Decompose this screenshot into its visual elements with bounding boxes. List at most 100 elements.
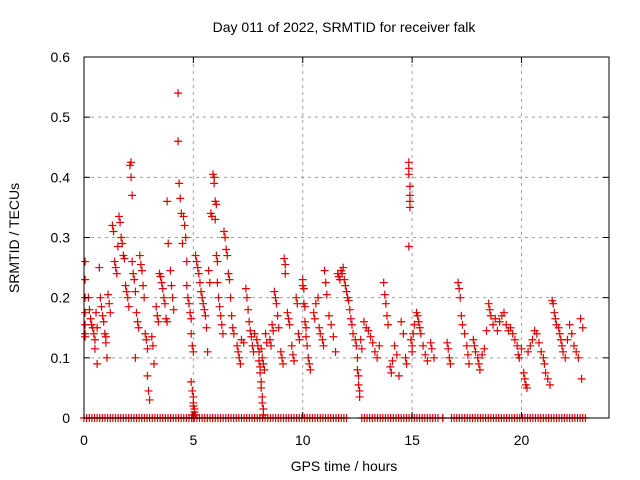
- data-point: [421, 350, 430, 359]
- data-point: [267, 341, 276, 350]
- data-point: [360, 317, 368, 326]
- data-point: [489, 320, 498, 329]
- data-point: [145, 395, 154, 404]
- x-tick-label: 20: [514, 432, 530, 448]
- data-point: [526, 341, 535, 350]
- x-tick-label: 10: [295, 432, 311, 448]
- data-point: [270, 287, 279, 296]
- data-point: [113, 242, 122, 251]
- data-point: [300, 302, 309, 311]
- data-point: [349, 329, 358, 338]
- data-point: [183, 293, 192, 302]
- data-point: [203, 347, 212, 356]
- data-point: [181, 233, 190, 242]
- data-point: [134, 323, 143, 332]
- data-point: [502, 320, 511, 329]
- data-point: [462, 341, 471, 350]
- data-point: [280, 254, 289, 263]
- data-point: [147, 332, 156, 341]
- data-point: [160, 299, 169, 308]
- data-point: [485, 305, 494, 314]
- data-point: [176, 194, 185, 203]
- data-point: [368, 338, 377, 347]
- data-point: [413, 311, 422, 320]
- data-point: [112, 269, 121, 278]
- data-point: [370, 347, 379, 356]
- data-point: [111, 263, 120, 272]
- data-point: [341, 281, 350, 290]
- data-point: [191, 251, 200, 260]
- data-point: [81, 332, 90, 341]
- data-point: [395, 371, 403, 380]
- data-point: [528, 335, 537, 344]
- y-tick-label: 0.4: [51, 169, 71, 185]
- data-point: [187, 377, 196, 386]
- data-point: [226, 293, 235, 302]
- data-point: [288, 350, 297, 359]
- data-point: [382, 311, 391, 320]
- data-point: [258, 353, 267, 362]
- data-point: [338, 269, 347, 278]
- data-point: [279, 359, 288, 368]
- data-point: [120, 254, 129, 263]
- axis-ticks: 0 0.1 0.2 0.3 0.4 0.5 0.6 0 5 10 15 20: [51, 49, 609, 448]
- data-point: [495, 317, 504, 326]
- data-point: [201, 311, 210, 320]
- data-point: [132, 308, 141, 317]
- data-point: [168, 293, 177, 302]
- data-points: [80, 89, 590, 422]
- data-point: [287, 341, 296, 350]
- data-point: [549, 299, 558, 308]
- data-point: [98, 311, 107, 320]
- data-point: [187, 314, 196, 323]
- data-point: [92, 308, 101, 317]
- data-point: [130, 275, 139, 284]
- data-point: [211, 215, 220, 224]
- data-point: [105, 299, 114, 308]
- data-point: [106, 308, 115, 317]
- data-point: [471, 347, 480, 356]
- data-point: [315, 323, 324, 332]
- data-point: [327, 320, 336, 329]
- data-point: [578, 323, 587, 332]
- data-point: [281, 269, 290, 278]
- data-point: [246, 326, 255, 335]
- data-point: [156, 272, 165, 281]
- data-point: [314, 293, 323, 302]
- data-point: [281, 260, 290, 269]
- y-tick-label: 0.2: [51, 290, 71, 306]
- data-point: [306, 365, 315, 374]
- data-point: [543, 374, 552, 383]
- y-tick-label: 0.1: [51, 350, 71, 366]
- data-point: [373, 353, 382, 362]
- data-point: [193, 263, 202, 272]
- data-point: [150, 359, 158, 368]
- data-point: [202, 323, 211, 332]
- data-point: [508, 329, 517, 338]
- data-point: [256, 368, 265, 377]
- data-point: [221, 233, 230, 242]
- data-point: [364, 326, 373, 335]
- y-tick-label: 0.5: [51, 109, 71, 125]
- data-point: [204, 266, 213, 275]
- data-point: [122, 287, 131, 296]
- data-point: [245, 317, 254, 326]
- data-point: [415, 323, 424, 332]
- x-tick-label: 15: [404, 432, 420, 448]
- data-point: [205, 278, 214, 287]
- data-point: [195, 278, 204, 287]
- data-point: [179, 212, 188, 221]
- data-point: [517, 344, 526, 353]
- data-point: [299, 284, 308, 293]
- data-point: [142, 335, 151, 344]
- data-point: [344, 296, 353, 305]
- data-point: [292, 293, 301, 302]
- data-point: [339, 263, 348, 272]
- data-point: [95, 263, 104, 272]
- data-point: [133, 317, 142, 326]
- data-point: [123, 293, 132, 302]
- data-point: [539, 353, 548, 362]
- data-point: [460, 329, 469, 338]
- data-point: [305, 359, 314, 368]
- data-point: [410, 320, 419, 329]
